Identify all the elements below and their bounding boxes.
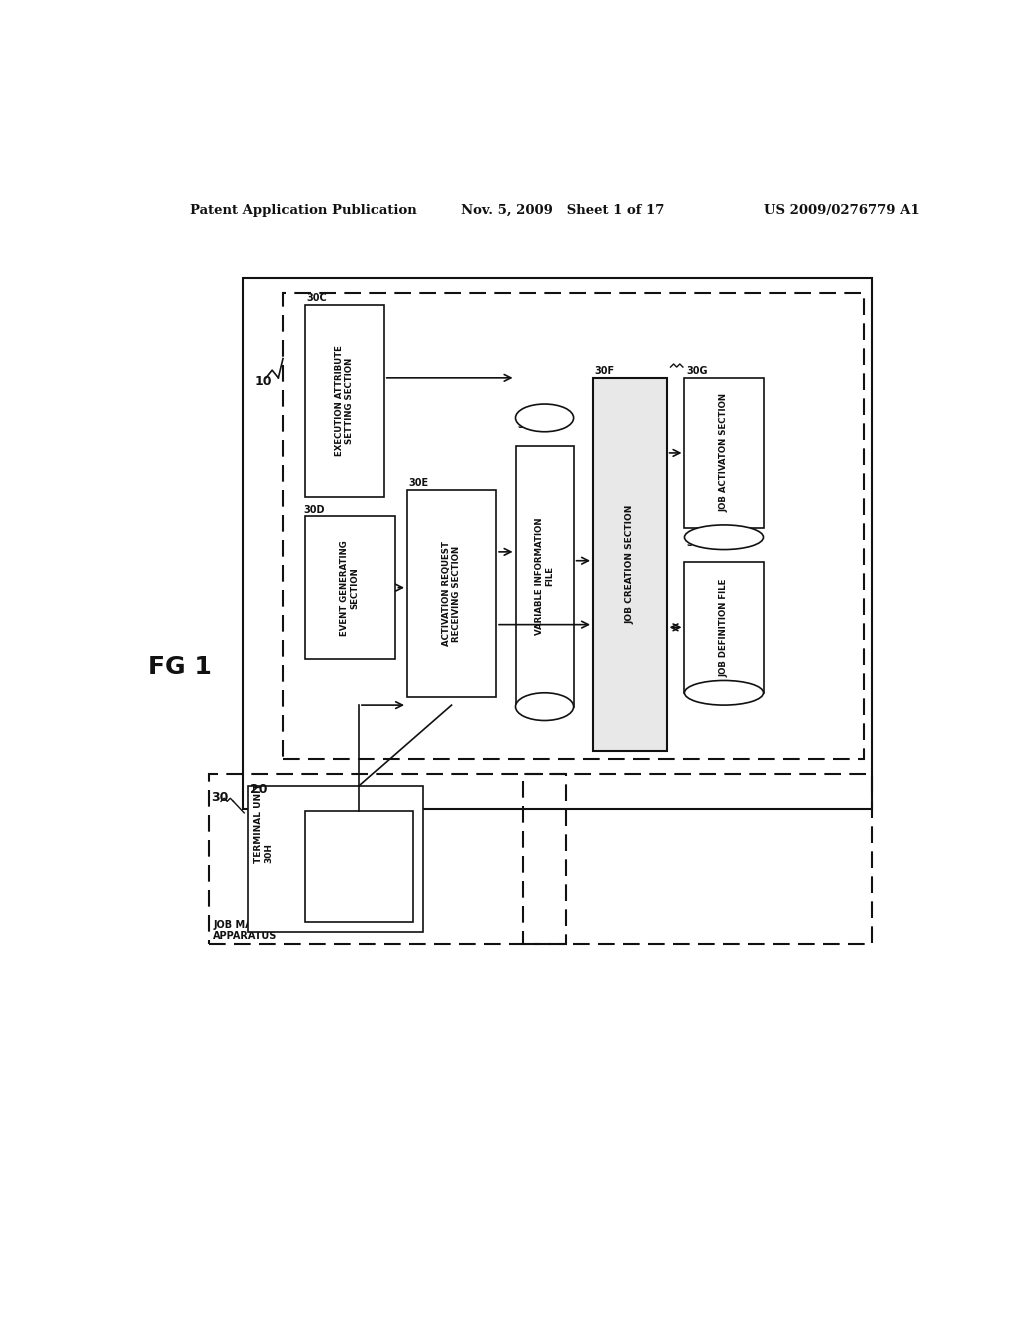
Text: 30B: 30B	[517, 420, 538, 430]
Bar	[515, 446, 573, 706]
Bar	[305, 305, 384, 498]
Text: BUSINESS SERVER: BUSINESS SERVER	[247, 797, 354, 807]
Bar	[593, 378, 667, 751]
Bar	[209, 775, 566, 944]
Bar	[305, 516, 395, 659]
Text: 30C: 30C	[306, 293, 327, 304]
Bar	[523, 775, 872, 944]
Text: 10: 10	[254, 375, 271, 388]
Text: VARIABLE INFORMATION
FILE: VARIABLE INFORMATION FILE	[535, 517, 554, 635]
Text: 30: 30	[211, 791, 228, 804]
Bar	[248, 785, 423, 932]
Text: 30A: 30A	[686, 539, 707, 548]
Ellipse shape	[684, 525, 764, 549]
Bar	[243, 277, 872, 809]
Text: 30E: 30E	[409, 478, 429, 488]
Text: Nov. 5, 2009   Sheet 1 of 17: Nov. 5, 2009 Sheet 1 of 17	[461, 205, 665, 218]
Text: ACTIVATION
REQUEST
SECTION: ACTIVATION REQUEST SECTION	[344, 837, 374, 898]
Text: FG 1: FG 1	[148, 655, 212, 678]
Bar	[684, 562, 764, 693]
Bar	[684, 378, 764, 528]
Text: EVENT GENERATING
SECTION: EVENT GENERATING SECTION	[340, 540, 359, 635]
Text: ACTIVATION REQUEST
RECEIVING SECTION: ACTIVATION REQUEST RECEIVING SECTION	[442, 541, 461, 645]
Text: EXECUTION ATTRIBUTE
SETTING SECTION: EXECUTION ATTRIBUTE SETTING SECTION	[335, 346, 354, 457]
Bar	[305, 812, 414, 923]
Text: JOB MANAGEMENT
APPARATUS: JOB MANAGEMENT APPARATUS	[213, 920, 314, 941]
Text: JOB DEFINITION FILE: JOB DEFINITION FILE	[720, 578, 728, 677]
Ellipse shape	[684, 681, 764, 705]
Bar	[407, 490, 496, 697]
Text: US 2009/0276779 A1: US 2009/0276779 A1	[764, 205, 920, 218]
Text: JOB CREATION SECTION: JOB CREATION SECTION	[626, 504, 634, 624]
Text: 20: 20	[250, 783, 267, 796]
Text: Patent Application Publication: Patent Application Publication	[190, 205, 417, 218]
Text: TERMINAL UNIT
30H: TERMINAL UNIT 30H	[254, 783, 273, 863]
Text: 30F: 30F	[595, 367, 614, 376]
Ellipse shape	[515, 404, 573, 432]
Text: JOB ACTIVATON SECTION: JOB ACTIVATON SECTION	[720, 393, 728, 512]
Text: 30G: 30G	[686, 367, 708, 376]
Bar	[283, 293, 864, 759]
Text: 30D: 30D	[303, 506, 325, 515]
Ellipse shape	[515, 693, 573, 721]
